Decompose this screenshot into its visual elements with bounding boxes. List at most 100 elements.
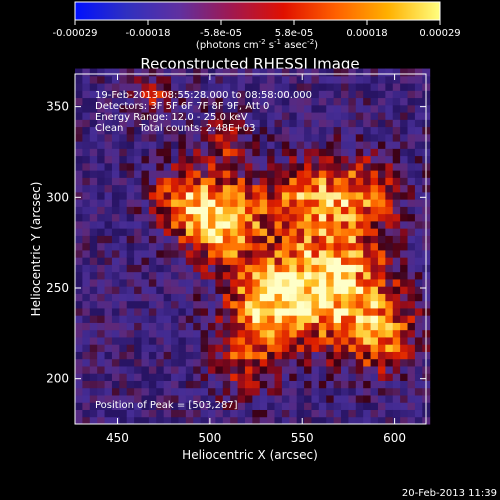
heatmap-cell bbox=[400, 75, 409, 84]
heatmap-cell bbox=[75, 112, 83, 120]
heatmap-cell bbox=[348, 104, 357, 113]
heatmap-cell bbox=[163, 249, 172, 258]
heatmap-cell bbox=[185, 394, 194, 403]
heatmap-cell bbox=[385, 177, 394, 186]
heatmap-cell bbox=[281, 155, 290, 164]
heatmap-cell bbox=[244, 358, 253, 367]
heatmap-cell bbox=[259, 97, 268, 106]
heatmap-cell bbox=[171, 271, 179, 280]
heatmap-cell bbox=[75, 351, 83, 360]
heatmap-cell bbox=[289, 199, 298, 207]
heatmap-cell bbox=[237, 307, 246, 316]
heatmap-cell bbox=[348, 141, 357, 149]
heatmap-cell bbox=[341, 126, 349, 135]
heatmap-cell bbox=[141, 387, 150, 396]
heatmap-cell bbox=[244, 329, 253, 338]
heatmap-cell bbox=[363, 162, 372, 171]
heatmap-cell bbox=[274, 380, 283, 389]
heatmap-cell bbox=[407, 409, 416, 418]
heatmap-cell bbox=[363, 322, 372, 331]
heatmap-cell bbox=[208, 213, 216, 222]
heatmap-cell bbox=[385, 278, 394, 287]
heatmap-cell bbox=[126, 387, 135, 396]
heatmap-cell bbox=[148, 235, 157, 244]
heatmap-cell bbox=[134, 394, 143, 403]
heatmap-cell bbox=[148, 365, 157, 374]
heatmap-cell bbox=[281, 68, 290, 77]
heatmap-cell bbox=[230, 278, 239, 287]
heatmap-cell bbox=[407, 235, 416, 244]
heatmap-cell bbox=[156, 126, 165, 135]
heatmap-cell bbox=[75, 257, 83, 265]
heatmap-cell bbox=[104, 329, 113, 338]
heatmap-cell bbox=[111, 286, 120, 294]
heatmap-cell bbox=[274, 322, 283, 331]
heatmap-cell bbox=[355, 75, 364, 84]
heatmap-cell bbox=[281, 257, 290, 265]
heatmap-cell bbox=[385, 90, 394, 99]
heatmap-cell bbox=[363, 249, 372, 258]
heatmap-cell bbox=[193, 90, 202, 99]
heatmap-cell bbox=[392, 278, 401, 287]
heatmap-cell bbox=[289, 75, 298, 84]
heatmap-cell bbox=[259, 220, 268, 229]
x-axis-label: Heliocentric X (arcsec) bbox=[182, 448, 318, 462]
heatmap-cell bbox=[244, 177, 253, 186]
heatmap-cell bbox=[75, 365, 83, 374]
heatmap-cell bbox=[414, 119, 423, 128]
heatmap-cell bbox=[407, 119, 416, 128]
heatmap-cell bbox=[341, 133, 349, 142]
heatmap-cell bbox=[281, 409, 290, 418]
heatmap-cell bbox=[370, 271, 379, 280]
heatmap-cell bbox=[267, 373, 276, 381]
heatmap-cell bbox=[148, 220, 157, 229]
heatmap-cell bbox=[230, 329, 239, 338]
heatmap-cell bbox=[267, 199, 276, 207]
heatmap-cell bbox=[230, 271, 239, 280]
heatmap-cell bbox=[75, 235, 83, 244]
heatmap-cell bbox=[148, 402, 157, 410]
heatmap-cell bbox=[156, 162, 165, 171]
heatmap-cell bbox=[148, 206, 157, 215]
heatmap-cell bbox=[414, 133, 423, 142]
heatmap-cell bbox=[385, 409, 394, 418]
heatmap-cell bbox=[178, 249, 187, 258]
heatmap-cell bbox=[148, 358, 157, 367]
heatmap-cell bbox=[274, 416, 283, 425]
heatmap-cell bbox=[267, 184, 276, 193]
heatmap-cell bbox=[289, 68, 298, 77]
heatmap-cell bbox=[341, 199, 349, 207]
heatmap-cell bbox=[311, 380, 320, 389]
heatmap-cell bbox=[111, 90, 120, 99]
heatmap-cell bbox=[148, 68, 157, 77]
heatmap-cell bbox=[104, 242, 113, 251]
heatmap-cell bbox=[252, 220, 261, 229]
heatmap-cell bbox=[104, 119, 113, 128]
heatmap-cell bbox=[333, 213, 342, 222]
heatmap-cell bbox=[230, 416, 239, 425]
heatmap-cell bbox=[363, 257, 372, 265]
heatmap-cell bbox=[89, 358, 98, 367]
heatmap-cell bbox=[134, 293, 143, 302]
heatmap-cell bbox=[75, 83, 83, 91]
heatmap-cell bbox=[341, 90, 349, 99]
heatmap-cell bbox=[230, 307, 239, 316]
heatmap-cell bbox=[75, 191, 83, 200]
heatmap-cell bbox=[355, 242, 364, 251]
heatmap-cell bbox=[318, 264, 327, 273]
heatmap-cell bbox=[126, 416, 135, 425]
heatmap-cell bbox=[392, 141, 401, 149]
heatmap-cell bbox=[82, 402, 91, 410]
heatmap-cell bbox=[318, 155, 327, 164]
heatmap-cell bbox=[215, 126, 224, 135]
heatmap-cell bbox=[200, 68, 209, 77]
heatmap-cell bbox=[171, 351, 179, 360]
heatmap-cell bbox=[259, 380, 268, 389]
heatmap-cell bbox=[104, 380, 113, 389]
heatmap-cell bbox=[407, 177, 416, 186]
heatmap-cell bbox=[148, 387, 157, 396]
heatmap-cell bbox=[237, 315, 246, 323]
heatmap-cell bbox=[326, 141, 335, 149]
heatmap-cell bbox=[355, 213, 364, 222]
heatmap-cell bbox=[259, 394, 268, 403]
